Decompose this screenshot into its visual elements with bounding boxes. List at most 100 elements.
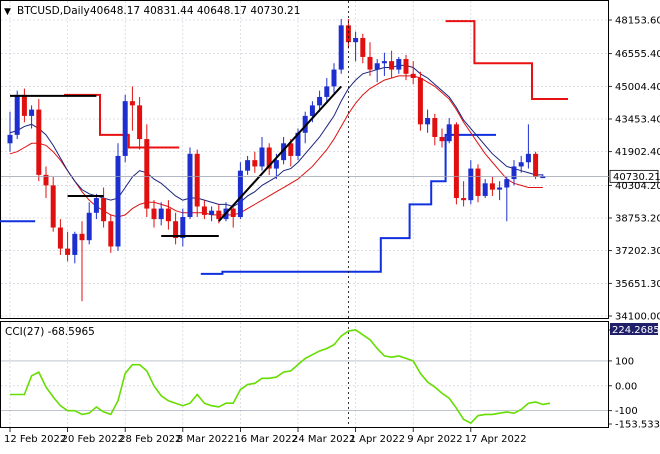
current-price-tag: 40730.21 (609, 169, 660, 183)
candle-up (187, 153, 193, 218)
stop-lines (0, 20, 568, 275)
cci-line (10, 328, 551, 425)
candle-up (374, 63, 380, 70)
trendline (218, 85, 342, 222)
candle-down (288, 143, 294, 156)
candle-up (511, 166, 517, 180)
candle-up (237, 170, 243, 218)
price-tick-label: 43453.40 (615, 114, 660, 125)
candle-down (216, 210, 222, 220)
candle-up (281, 143, 287, 161)
candle-up (338, 25, 344, 70)
candle-down (252, 160, 258, 167)
candle-up (115, 155, 121, 247)
price-tick-label: 37202.30 (615, 246, 660, 257)
candle-up (446, 124, 452, 142)
candle-up (302, 115, 308, 133)
price-tick-label: 38753.20 (615, 213, 660, 224)
candle-down (439, 136, 445, 142)
candle-down (367, 56, 373, 70)
candle-up (7, 134, 13, 144)
price-tick-label: 41902.40 (615, 147, 660, 158)
stop-line-red (445, 20, 568, 101)
cci-tick-label: 100 (615, 356, 634, 367)
cci-tick-label: -100 (615, 406, 638, 417)
candle-up (518, 162, 524, 167)
candle-up (381, 61, 387, 64)
candle-up (396, 59, 402, 70)
candle-up (29, 109, 35, 116)
date-tick-label: 28 Feb 2022 (119, 434, 181, 445)
cci-axis-ticks: 100 0.00 -100 -153.5339 (608, 329, 660, 431)
price-tick-label: 48153.60 (615, 16, 660, 27)
candle-down (165, 208, 171, 222)
candle-down (50, 185, 56, 228)
candle-down (533, 153, 539, 177)
ohlc-readout: 40648.17 40831.44 40648.17 40730.21 (90, 5, 300, 17)
candle-down (432, 118, 438, 137)
date-tick-label: 1 Apr 2022 (350, 434, 405, 445)
candle-down (345, 25, 351, 43)
candle-down (389, 61, 395, 70)
cci-label: CCI(27) -68.5965 (5, 326, 95, 338)
candle-up (14, 94, 20, 135)
date-tick-label: 17 Apr 2022 (465, 434, 527, 445)
candle-up (425, 118, 431, 125)
candle-up (317, 96, 323, 106)
price-tick-label: 40304.20 (615, 181, 660, 192)
candle-down (194, 153, 200, 207)
candle-down (489, 183, 495, 190)
candle-down (101, 198, 107, 222)
candle-down (57, 227, 63, 249)
price-tick-label: 34100.00 (615, 312, 660, 323)
candle-down (144, 139, 150, 209)
current-price-value: 40730.21 (613, 172, 660, 183)
candle-up (86, 212, 92, 241)
candle-up (72, 233, 78, 255)
cci-tick-label: -153.5339 (615, 420, 660, 431)
candle-up (122, 101, 128, 156)
candle-down (21, 94, 27, 116)
date-tick-label: 24 Mar 2022 (292, 434, 355, 445)
candle-up (331, 69, 337, 87)
candle-up (180, 217, 186, 239)
candle-down (137, 105, 143, 140)
price-tick-label: 45004.40 (615, 82, 660, 93)
candle-down (36, 109, 42, 175)
candle-up (209, 210, 215, 215)
candle-up (245, 160, 251, 171)
candle-up (324, 86, 330, 97)
candle-down (266, 147, 272, 169)
candle-down (230, 208, 236, 218)
header-triangle-icon: ▼ (4, 7, 11, 17)
candle-down (201, 206, 207, 215)
candle-up (273, 160, 279, 169)
cci-series (10, 328, 551, 425)
candle-down (417, 77, 423, 125)
candle-down (403, 59, 409, 74)
price-axis-ticks: 48153.60 46555.40 45004.40 43453.40 41902.40… (608, 16, 660, 323)
candle-up (259, 147, 265, 167)
date-tick-label: 12 Feb 2022 (4, 434, 66, 445)
candle-up (525, 153, 531, 163)
candle-up (468, 168, 474, 201)
candle-down (108, 221, 114, 247)
candle-down (129, 101, 135, 106)
candles (7, 19, 546, 302)
candle-up (482, 183, 488, 196)
candle-up (158, 208, 164, 220)
date-tick-label: 16 Mar 2022 (234, 434, 297, 445)
price-tick-label: 46555.40 (615, 49, 660, 60)
candle-down (173, 221, 179, 239)
candle-down (151, 208, 157, 220)
candle-down (79, 233, 85, 241)
candle-up (540, 176, 546, 179)
candle-down (475, 168, 481, 196)
candle-up (309, 105, 315, 116)
candle-up (353, 37, 359, 43)
candle-down (43, 174, 49, 186)
candle-up (497, 187, 503, 190)
stop-line-red (64, 93, 180, 149)
